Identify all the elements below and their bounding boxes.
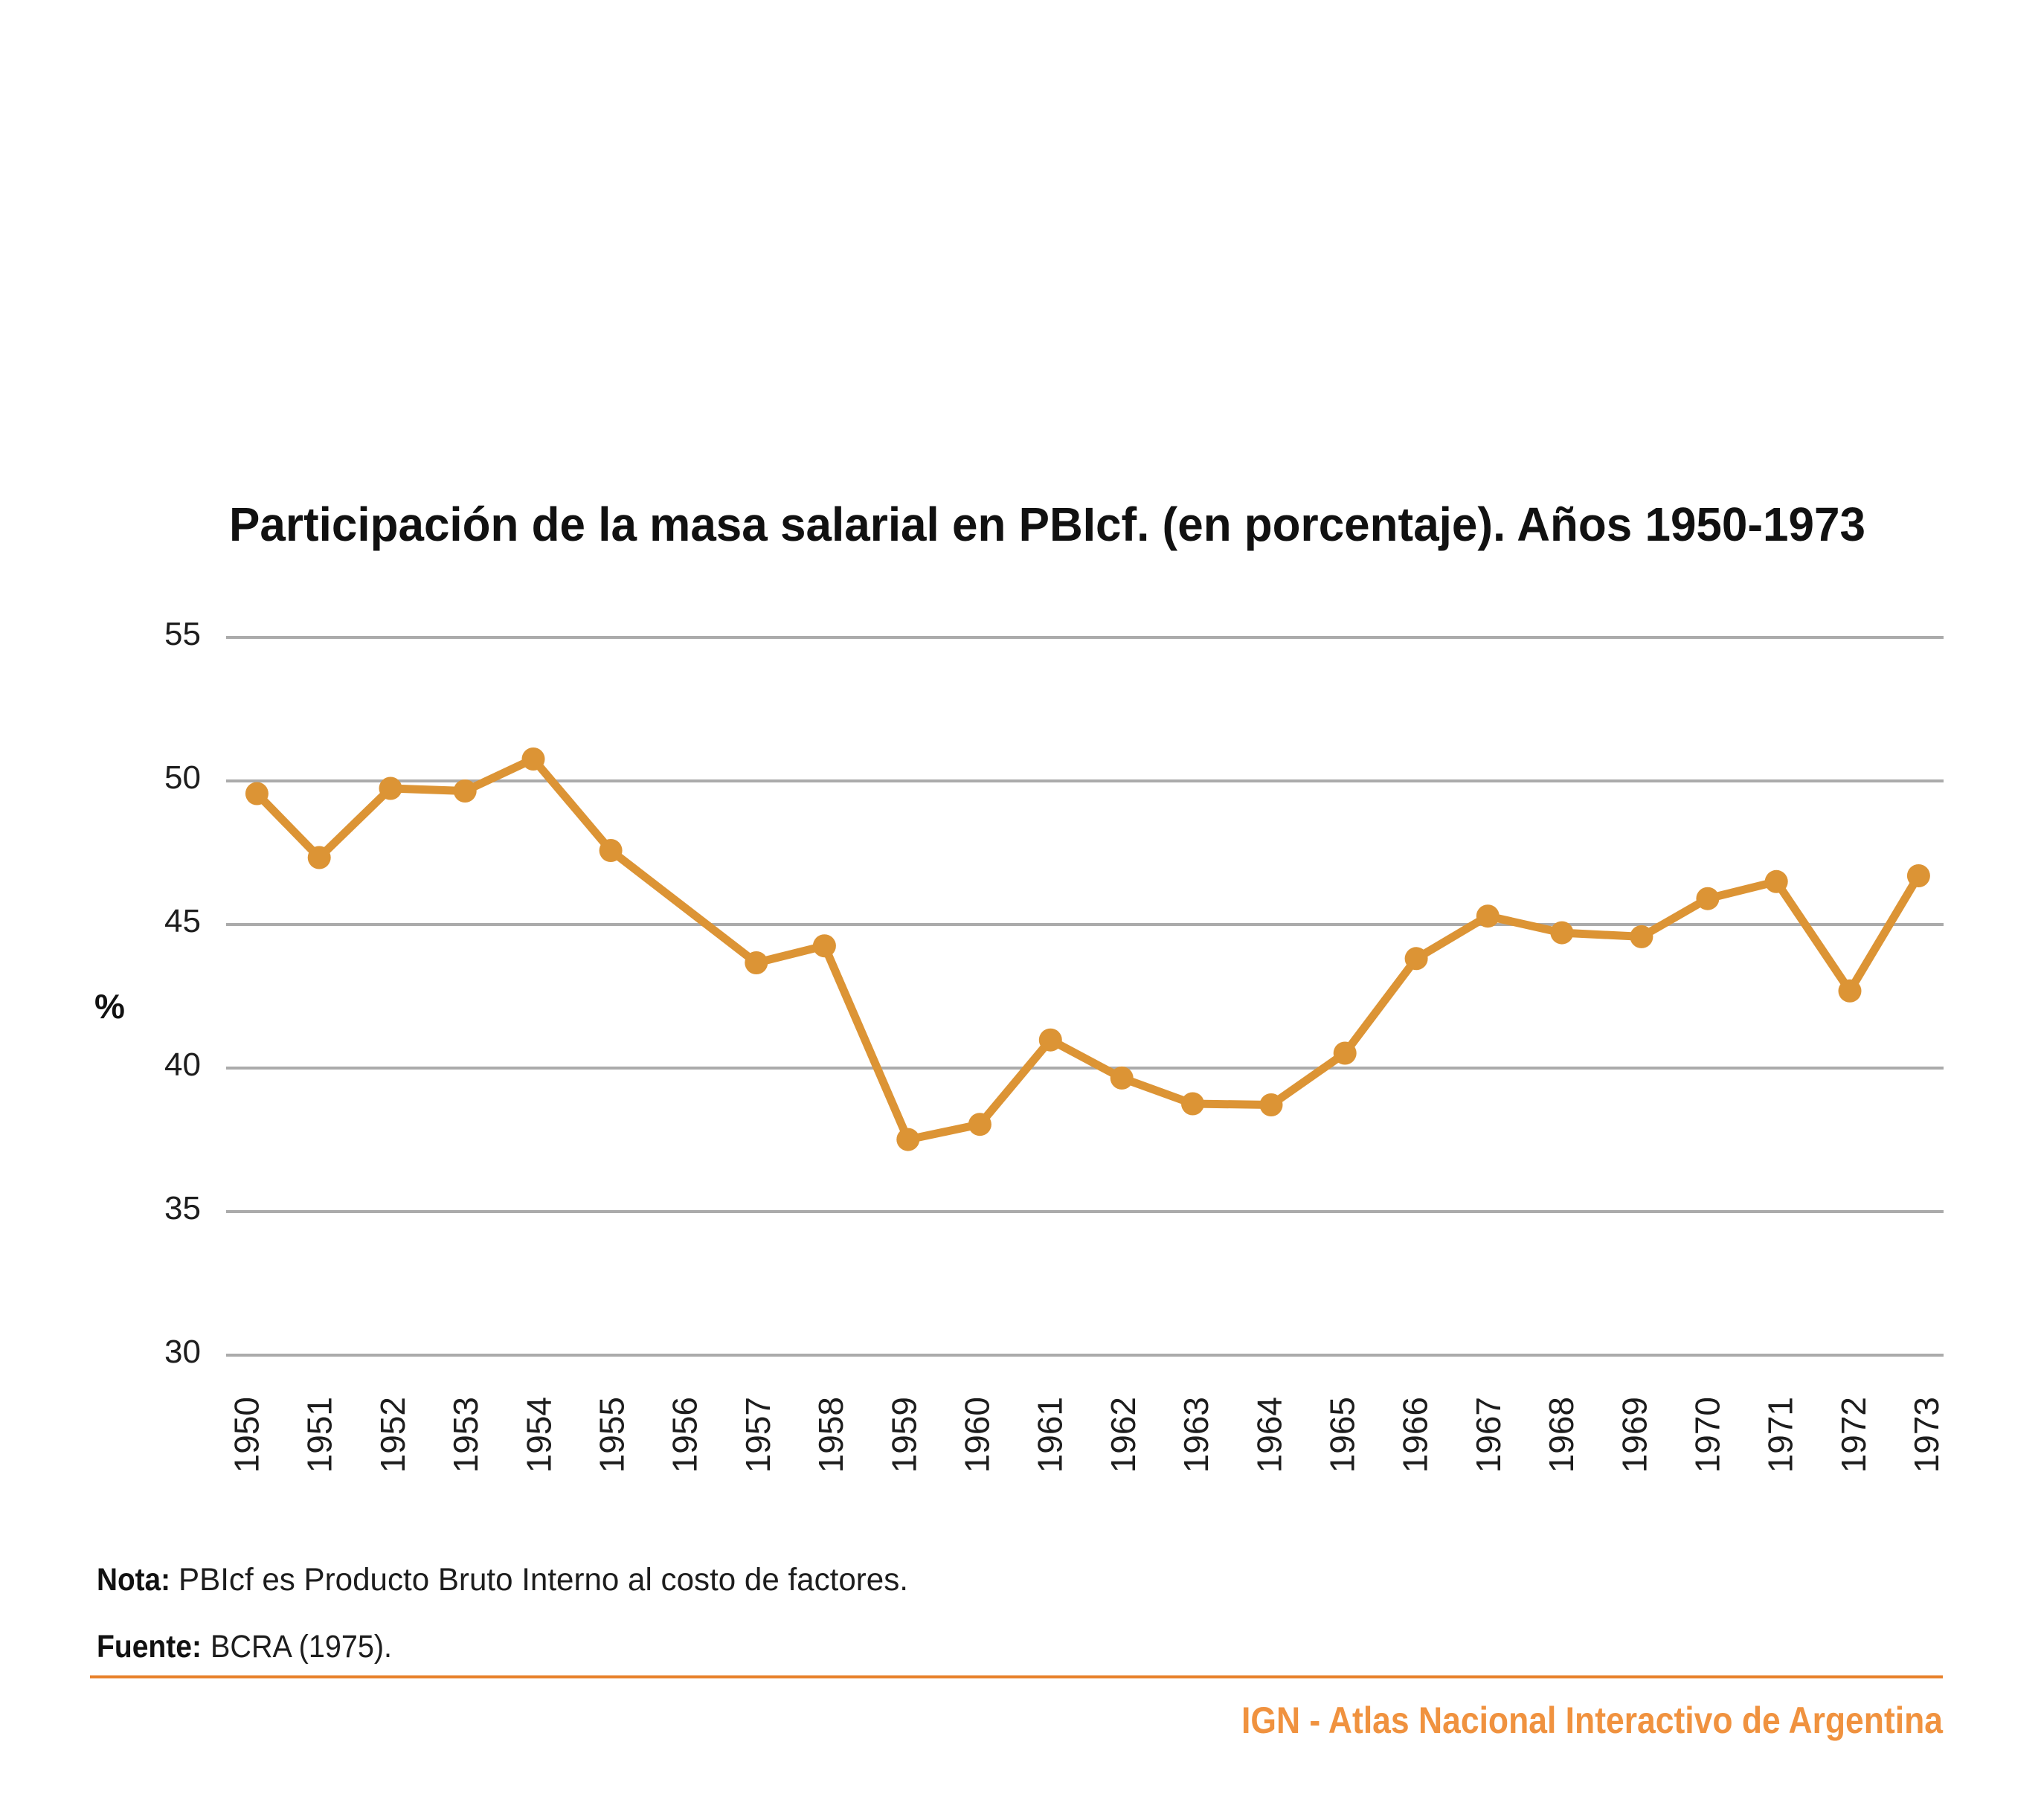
svg-text:1968: 1968 <box>1542 1397 1581 1473</box>
svg-text:1970: 1970 <box>1688 1397 1727 1473</box>
svg-text:1963: 1963 <box>1177 1397 1215 1473</box>
svg-text:%: % <box>94 987 125 1026</box>
svg-text:30: 30 <box>164 1334 201 1370</box>
svg-text:1962: 1962 <box>1104 1397 1142 1473</box>
svg-text:Participación de la masa salar: Participación de la masa salarial en PBI… <box>229 498 1865 551</box>
svg-text:IGN - Atlas Nacional Interacti: IGN - Atlas Nacional Interactivo de Arge… <box>1241 1700 1944 1741</box>
svg-text:1961: 1961 <box>1031 1397 1070 1473</box>
svg-text:Fuente:: Fuente: <box>97 1629 202 1665</box>
svg-text:PBIcf es Producto Bruto Intern: PBIcf es Producto Bruto Interno al costo… <box>179 1562 908 1598</box>
svg-text:1965: 1965 <box>1323 1397 1362 1473</box>
svg-text:1951: 1951 <box>300 1397 339 1473</box>
svg-text:1956: 1956 <box>666 1397 704 1473</box>
svg-text:1950: 1950 <box>228 1397 266 1473</box>
svg-text:35: 35 <box>164 1190 201 1226</box>
svg-text:45: 45 <box>164 903 201 939</box>
svg-text:1959: 1959 <box>884 1397 923 1473</box>
svg-text:1964: 1964 <box>1250 1397 1288 1473</box>
svg-text:1957: 1957 <box>739 1397 777 1473</box>
svg-text:1969: 1969 <box>1615 1397 1653 1473</box>
svg-text:1960: 1960 <box>958 1397 997 1473</box>
svg-text:1958: 1958 <box>811 1397 850 1473</box>
svg-text:40: 40 <box>164 1046 201 1083</box>
svg-text:Nota:: Nota: <box>97 1562 170 1598</box>
svg-text:1955: 1955 <box>593 1397 631 1473</box>
svg-text:1972: 1972 <box>1834 1397 1873 1473</box>
svg-text:1953: 1953 <box>446 1397 485 1473</box>
svg-text:1952: 1952 <box>373 1397 412 1473</box>
svg-text:50: 50 <box>164 759 201 796</box>
svg-text:1954: 1954 <box>519 1397 558 1473</box>
svg-text:1973: 1973 <box>1907 1397 1946 1473</box>
svg-text:1966: 1966 <box>1396 1397 1435 1473</box>
svg-text:55: 55 <box>164 616 201 652</box>
svg-text:1967: 1967 <box>1469 1397 1508 1473</box>
svg-text:1971: 1971 <box>1761 1397 1800 1473</box>
svg-text:BCRA (1975).: BCRA (1975). <box>210 1629 392 1665</box>
